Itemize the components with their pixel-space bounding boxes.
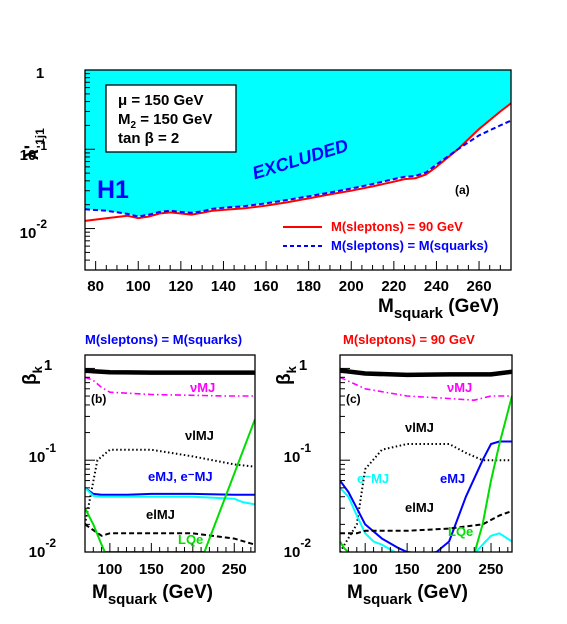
b-label-emj: eMJ, e⁻MJ — [148, 469, 213, 484]
panel-c-series-1-mj — [340, 376, 512, 402]
panel-c-series-0-unnamed — [340, 368, 512, 378]
panel-b-title: M(sleptons) = M(squarks) — [85, 332, 242, 347]
c-label-emj: eMJ — [440, 471, 465, 486]
panel-c-xtick-label: 200 — [437, 561, 462, 578]
panel-c-series-4-e-mj — [340, 487, 397, 552]
ytick-1e-2: 10-2 — [20, 217, 48, 242]
panel-a-xtick-label: 180 — [296, 278, 321, 295]
panel-b-xtick-label: 250 — [222, 561, 247, 578]
panel-c-xtick-label: 100 — [353, 561, 378, 578]
panel-a-xtick-label: 260 — [467, 278, 492, 295]
panel-b: M(sleptons) = M(squarks) 1 10-1 10-2 βk … — [20, 332, 256, 608]
b-label-nulmj: νlMJ — [185, 428, 214, 443]
panel-a-series-0-m-sleptons-90-gev — [85, 102, 511, 222]
panel-a-xtick-label: 140 — [211, 278, 236, 295]
panel-b-series-2-lmj — [85, 448, 255, 525]
panel-c-label: (c) — [346, 392, 361, 406]
panel-a-xtick-label: 100 — [126, 278, 151, 295]
c-ytick-1e-2: 10-2 — [284, 536, 312, 561]
c-ytick-1: 1 — [299, 357, 307, 374]
panel-c-series-2-lmj — [340, 443, 512, 552]
b-label-numj: νMJ — [190, 380, 215, 395]
panel-a-series-1-m-sleptons-m-squarks — [85, 119, 511, 218]
h1-logo: H1 — [97, 176, 129, 204]
panel-c-frame — [339, 354, 513, 553]
panel-a-xtick-label: 120 — [168, 278, 193, 295]
panel-c-series-7-lqe — [340, 395, 512, 552]
panel-c: M(sleptons) = 90 GeV 1 10-1 10-2 βk (c) … — [274, 332, 513, 608]
param-mu: μ = 150 GeV — [118, 92, 203, 109]
c-label-numj: νMJ — [447, 380, 472, 395]
xlabel-c: Msquark (GeV) — [347, 582, 468, 608]
panel-a-xtick-label: 200 — [339, 278, 364, 295]
panel-a-xtick-label: 240 — [424, 278, 449, 295]
panel-b-series-4-e-mj — [85, 487, 255, 506]
param-tanbeta: tan β = 2 — [118, 130, 179, 147]
panel-b-frame — [84, 354, 256, 553]
panel-a-label: (a) — [455, 183, 470, 197]
c-label-nulmj: νlMJ — [405, 420, 434, 435]
panel-b-xtick-label: 100 — [97, 561, 122, 578]
b-ytick-1e-2: 10-2 — [29, 536, 57, 561]
panel-b-label: (b) — [91, 392, 106, 406]
b-ytick-1: 1 — [44, 357, 52, 374]
legend-red: M(sleptons) = 90 GeV — [331, 219, 463, 234]
c-ytick-1e-1: 10-1 — [284, 441, 312, 466]
b-ytick-1e-1: 10-1 — [29, 441, 57, 466]
param-m2: M2 = 150 GeV — [118, 111, 212, 131]
b-label-lqe: LQe — [178, 532, 203, 547]
panel-c-series-3-emj — [340, 440, 512, 552]
legend-blue: M(sleptons) = M(squarks) — [331, 238, 488, 253]
panel-a-xtick-label: 160 — [254, 278, 279, 295]
panel-c-title: M(sleptons) = 90 GeV — [343, 332, 475, 347]
panel-b-series-5-elmj — [85, 523, 255, 546]
panel-a-xtick-label: 80 — [87, 278, 104, 295]
panel-b-xtick-label: 150 — [139, 561, 164, 578]
xlabel-a: Msquark (GeV) — [378, 296, 499, 322]
c-label-lqe: LQe — [448, 524, 473, 539]
panel-b-xtick-label: 200 — [180, 561, 205, 578]
c-label-elmj: elMJ — [405, 500, 434, 515]
c-label-e-minus-mj: e⁻MJ — [357, 471, 389, 486]
panel-a-xtick-label: 220 — [381, 278, 406, 295]
b-ylabel: βk — [20, 365, 45, 385]
panel-a: 1 10-1 10-2 λ'1j1 80 100 120 140 160 180 200 22… — [20, 65, 512, 322]
ylabel-lambda: λ'1j1 — [22, 128, 47, 160]
panel-c-series-6-elmj — [340, 510, 512, 535]
panel-c-xtick-label: 250 — [479, 561, 504, 578]
panel-c-series-5-unnamed — [474, 532, 512, 552]
ytick-1: 1 — [36, 65, 44, 82]
c-ylabel: βk — [274, 365, 299, 385]
panel-c-xtick-label: 150 — [395, 561, 420, 578]
panel-b-series-3-emj — [85, 486, 255, 496]
xlabel-b: Msquark (GeV) — [92, 582, 213, 608]
b-label-elmj: elMJ — [146, 507, 175, 522]
panel-b-series-6-lqe — [85, 418, 255, 552]
panel-b-series-0-unnamed — [85, 368, 255, 375]
parameter-box — [105, 84, 237, 153]
panel-b-series-1-mj — [85, 376, 255, 397]
